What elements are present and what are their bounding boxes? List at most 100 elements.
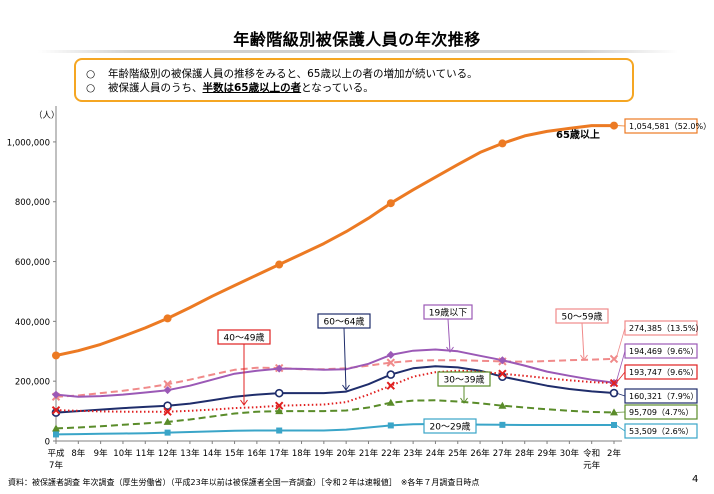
data-point: [387, 422, 394, 429]
data-point: [610, 121, 618, 130]
data-point: [163, 417, 172, 425]
x-tick-label: 12年: [158, 448, 178, 459]
data-point: [386, 350, 395, 359]
x-tick-label: 14年: [203, 448, 223, 459]
summary-box: ○ 年齢階級別の被保護人員の推移をみると、65歳以上の者の増加が続いている。 ○ 被…: [74, 58, 634, 102]
callout-label: 40～49歳: [224, 332, 265, 344]
end-label: 53,509（2.6%）: [629, 427, 693, 436]
callout-box: [317, 313, 371, 329]
series-line: [55, 348, 615, 398]
data-point: [52, 351, 60, 360]
end-label-box: [624, 364, 698, 380]
x-tick-label: 23年: [403, 448, 423, 459]
x-tick-label: 18年: [292, 448, 312, 459]
data-point: [274, 401, 284, 410]
x-tick-label: 20年: [336, 448, 356, 459]
callout-label: 65歳以上: [556, 128, 600, 141]
data-point: [499, 421, 506, 428]
callout-arrowhead: [342, 384, 350, 391]
callout-label: 30～39歳: [444, 374, 485, 386]
x-tick-label: 15年: [225, 448, 245, 459]
end-label-box: [624, 404, 698, 420]
x-tick-label: 2年: [607, 448, 621, 459]
summary-line-1: ○ 年齢階級別の被保護人員の推移をみると、65歳以上の者の増加が続いている。: [86, 67, 632, 81]
data-point: [53, 431, 59, 438]
end-label-leader: [615, 327, 626, 360]
end-label-leader: [615, 424, 626, 432]
end-label-leader: [615, 392, 626, 397]
data-point: [276, 427, 283, 434]
callout-arrowhead: [580, 354, 588, 361]
summary-line-2: ○ 被保護人員のうち、半数は65歳以上の者となっている。: [86, 81, 632, 95]
callout-arrow: [581, 322, 585, 361]
y-tick-label: 200,000: [15, 378, 50, 388]
callout-label: 20～29歳: [430, 421, 471, 433]
x-tick-label: 11年: [136, 448, 156, 459]
data-point: [498, 369, 507, 378]
callout-box: [423, 418, 477, 434]
data-point: [610, 408, 618, 416]
x-tick-label: 9年: [94, 448, 108, 459]
source-footnote: 資料：被保護者調査 年次調査（厚生労働省）（平成23年以前は被保護者全国一斉調査…: [8, 478, 480, 487]
end-label-leader: [615, 350, 626, 383]
data-point: [386, 398, 395, 406]
end-label: 194,469（9.6%）: [629, 347, 698, 356]
data-point: [274, 388, 284, 398]
data-point: [498, 356, 507, 365]
data-point: [386, 381, 396, 390]
data-point: [163, 407, 172, 416]
y-tick-label: 400,000: [15, 318, 50, 328]
series-line: [55, 124, 614, 357]
callout-box: [437, 371, 491, 387]
end-label-leader: [615, 371, 626, 384]
data-point: [51, 405, 61, 415]
data-point: [275, 260, 284, 269]
callout-arrowhead: [446, 346, 454, 353]
end-label: 95,709（4.7%）: [629, 408, 693, 417]
bullet-icon: ○: [86, 68, 96, 80]
callout-arrow: [343, 327, 347, 391]
end-label: 193,747（9.6%）: [629, 368, 698, 377]
summary-text-2-post: となっている。: [301, 82, 374, 94]
series-line: [55, 365, 615, 414]
end-label-box: [624, 118, 698, 134]
series-line: [55, 399, 615, 430]
x-tick-label: 22年: [381, 448, 401, 459]
x-tick-label: 21年: [359, 448, 379, 459]
callout-label: 50～59歳: [562, 311, 603, 323]
x-tick-label: 29年: [537, 448, 557, 459]
summary-text-2-pre: 被保護人員のうち、: [108, 82, 203, 94]
callout-arrowhead: [460, 397, 468, 404]
x-tick-label: 25年: [448, 448, 468, 459]
y-tick-label: 0: [45, 438, 50, 448]
data-point: [609, 388, 619, 398]
end-label-box: [624, 343, 698, 359]
x-tick-label: 27年: [493, 448, 513, 459]
x-tick-label: 元年: [583, 460, 601, 471]
data-point: [275, 364, 284, 373]
data-point: [163, 386, 172, 395]
data-point: [386, 199, 395, 208]
x-tick-label: 17年: [270, 448, 290, 459]
end-label: 1,054,581（52.0%）: [629, 122, 711, 131]
page-title: 年齢階級別被保護人員の年次推移: [233, 30, 481, 49]
series-line: [55, 357, 615, 398]
end-label-box: [624, 388, 698, 404]
x-tick-label: 7年: [49, 460, 63, 471]
y-tick-label: 600,000: [15, 258, 50, 268]
data-point: [498, 139, 507, 148]
data-point: [611, 421, 617, 428]
x-tick-label: 10年: [113, 448, 133, 459]
data-point: [52, 390, 60, 399]
callout-box: [423, 304, 473, 320]
summary-highlight: 半数は65歳以上の者: [202, 82, 302, 94]
x-tick-label: 令和: [583, 448, 600, 459]
x-tick-label: 8年: [71, 448, 85, 459]
data-point: [163, 379, 172, 389]
end-label-box: [624, 423, 698, 439]
series-line: [55, 423, 614, 436]
y-tick-label: 800,000: [15, 198, 50, 208]
data-point: [386, 358, 396, 367]
callout-arrowhead: [240, 399, 248, 406]
data-point: [163, 401, 172, 411]
